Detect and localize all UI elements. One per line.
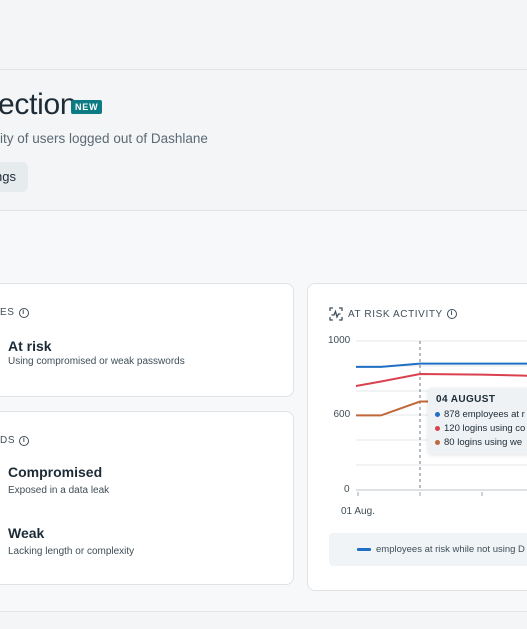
- y-tick-label: 0: [344, 484, 350, 495]
- passwords-card-title-text: DS: [0, 435, 16, 446]
- legend-label: employees at risk while not using D: [376, 544, 525, 555]
- footer-bar: [0, 611, 527, 629]
- y-tick-label: 1000: [328, 335, 351, 346]
- tooltip-date: 04 AUGUST: [436, 394, 496, 405]
- series-line-1: [355, 372, 527, 387]
- page-title: ection: [0, 88, 77, 121]
- tooltip-dot: [435, 440, 440, 445]
- page-header: [0, 70, 527, 211]
- compromised-description: Exposed in a data leak: [8, 485, 110, 496]
- at-risk-title: At risk: [8, 338, 52, 354]
- tooltip-dot: [435, 426, 440, 431]
- chart-legend: employees at risk while not using D: [329, 533, 527, 566]
- tooltip-line-weak: 80 logins using we: [435, 437, 522, 448]
- x-tick-label: 01 Aug.: [341, 506, 375, 517]
- tooltip-line-text: 80 logins using we: [444, 437, 523, 448]
- tooltip-dot: [435, 412, 440, 417]
- activity-card-title: AT RISK ACTIVITY i: [329, 307, 457, 321]
- settings-button[interactable]: ngs: [0, 162, 28, 192]
- activity-card-title-text: AT RISK ACTIVITY: [348, 308, 443, 320]
- legend-swatch: [357, 548, 371, 551]
- new-badge: NEW: [71, 100, 103, 114]
- employees-card-title-text: ES: [0, 307, 15, 318]
- chart-tooltip: 04 AUGUST 878 employees at r 120 logins …: [428, 388, 527, 454]
- settings-button-label: ngs: [0, 169, 16, 184]
- y-tick-label: 600: [333, 409, 351, 420]
- tooltip-line-employees: 878 employees at r: [435, 409, 525, 420]
- passwords-card-title: DS i: [0, 435, 30, 446]
- tooltip-line-text: 878 employees at r: [444, 409, 525, 420]
- employees-card: [0, 283, 294, 397]
- top-bar: [0, 0, 527, 70]
- info-icon[interactable]: i: [18, 307, 29, 318]
- info-icon[interactable]: i: [446, 309, 457, 319]
- series-line-0: [356, 362, 527, 368]
- at-risk-description: Using compromised or weak passwords: [8, 356, 185, 367]
- page-subtitle: ity of users logged out of Dashlane: [0, 131, 208, 146]
- activity-icon: [329, 307, 343, 321]
- employees-card-title: ES i: [0, 307, 29, 318]
- info-icon[interactable]: i: [19, 435, 30, 446]
- compromised-title: Compromised: [8, 464, 103, 480]
- weak-title: Weak: [8, 525, 45, 541]
- tooltip-line-text: 120 logins using co: [444, 423, 526, 434]
- tooltip-line-compromised: 120 logins using co: [435, 423, 525, 434]
- passwords-card: [0, 411, 294, 585]
- weak-description: Lacking length or complexity: [8, 546, 135, 557]
